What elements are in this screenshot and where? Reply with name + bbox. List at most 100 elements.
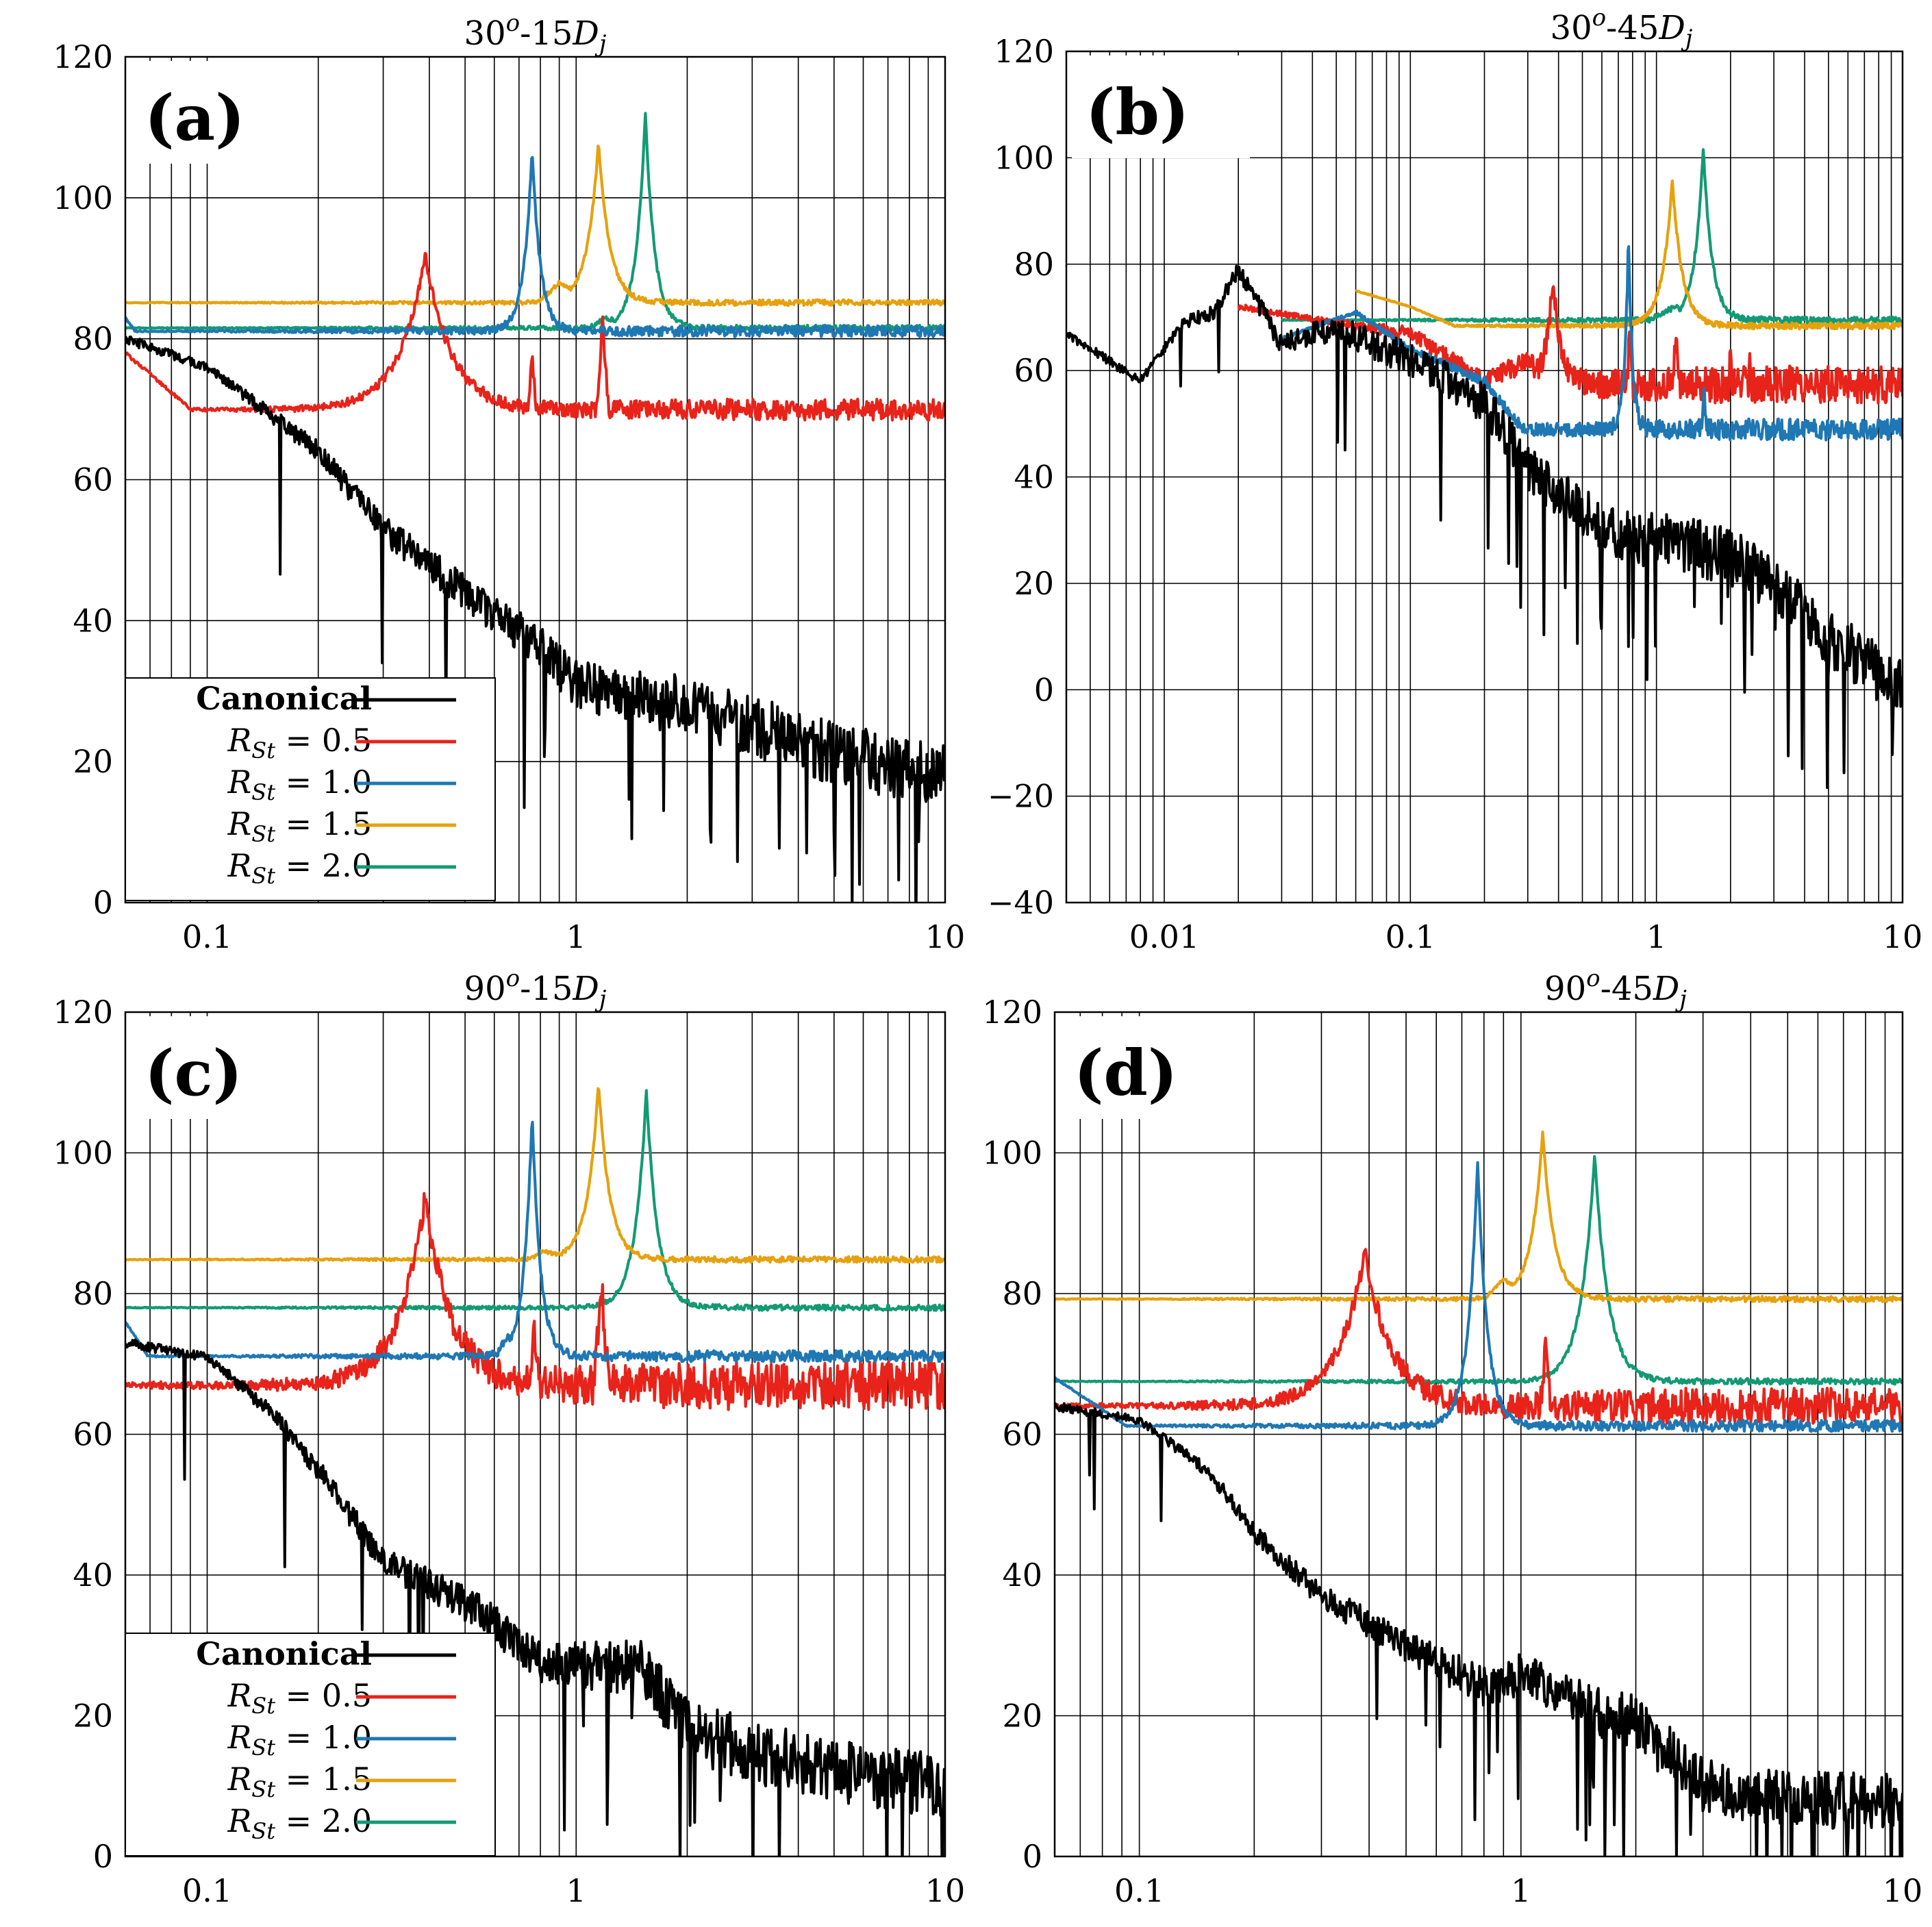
series-group xyxy=(125,1087,945,1856)
series-group xyxy=(1055,1130,1903,1856)
series-line-canonical xyxy=(125,336,945,903)
plot-frame xyxy=(124,1011,946,1858)
y-tick-label: 60 xyxy=(73,462,113,499)
series-group xyxy=(1066,148,1903,790)
y-tick-label: 80 xyxy=(73,1275,113,1312)
y-tick-label: 120 xyxy=(982,994,1042,1031)
grid xyxy=(1054,1011,1903,1857)
panel-label: (b) xyxy=(1086,75,1189,149)
panel-label: (d) xyxy=(1074,1036,1177,1110)
panel-label-bg xyxy=(131,61,309,164)
y-tick-label: 100 xyxy=(982,1135,1042,1172)
x-tick-label: 0.1 xyxy=(182,918,232,955)
y-tick-label: 100 xyxy=(53,179,113,216)
y-tick-label: 40 xyxy=(1002,1557,1042,1594)
chart-title: 30o-45Dj xyxy=(1551,4,1693,52)
series-line-canonical xyxy=(1066,264,1903,790)
panel-a: 0 20 40 60 80 100 120 0.1 1 10 30o-15Dj (a) Canonica… xyxy=(53,10,965,955)
series-line-r10 xyxy=(125,1120,945,1363)
y-tick-label: 120 xyxy=(53,38,113,75)
y-tick-label: 20 xyxy=(1014,565,1054,602)
legend-box xyxy=(125,677,496,901)
legend-label-r15: RSt = 1.5 xyxy=(227,1761,372,1802)
series-line-r10 xyxy=(1055,1161,1903,1433)
x-tick-label: 0.01 xyxy=(1129,918,1199,955)
y-tick-label: 40 xyxy=(73,1557,113,1594)
x-tick-label: 0.1 xyxy=(1385,918,1435,955)
panel-d: 0 20 40 60 80 100 120 0.1 1 10 90o-45Dj (d) xyxy=(982,965,1923,1909)
y-tick-label: 20 xyxy=(1002,1698,1042,1735)
legend-label-r20: RSt = 2.0 xyxy=(227,1802,372,1844)
legend-label-canonical: Canonical xyxy=(196,1635,372,1672)
series-line-canonical xyxy=(1055,1402,1903,1856)
y-tick-label: 100 xyxy=(53,1135,113,1172)
y-tick-label: −20 xyxy=(988,778,1054,815)
panel-label: (c) xyxy=(145,1036,242,1110)
panel-label: (a) xyxy=(145,81,245,155)
x-tick-label: 1 xyxy=(1511,1872,1531,1909)
panel-label-bg xyxy=(131,1016,309,1119)
legend-label-r05: RSt = 0.5 xyxy=(227,722,372,764)
series-line-r05 xyxy=(1055,1248,1903,1425)
y-tick-label: −40 xyxy=(988,884,1054,921)
y-tick-label: 100 xyxy=(994,139,1054,176)
plot-frame xyxy=(1053,1011,1904,1858)
series-line-r10 xyxy=(1280,245,1903,442)
x-tick-label: 10 xyxy=(1883,918,1923,955)
series-line-r20 xyxy=(1281,148,1903,325)
y-tick-label: 120 xyxy=(994,33,1054,70)
series-line-canonical xyxy=(125,1338,945,1856)
series-line-r15 xyxy=(125,144,945,307)
x-tick-label: 1 xyxy=(1646,918,1666,955)
chart-title: 90o-15Dj xyxy=(464,965,607,1013)
chart-title: 90o-45Dj xyxy=(1544,965,1687,1013)
series-line-r15 xyxy=(125,1087,945,1264)
series-line-r15 xyxy=(1355,179,1903,331)
series-group xyxy=(125,112,945,903)
x-tick-label: 10 xyxy=(925,1872,966,1909)
series-line-r05 xyxy=(125,1192,945,1411)
chart-title: 30o-15Dj xyxy=(464,10,607,58)
panel-label-bg xyxy=(1060,1016,1238,1119)
x-tick-label: 1 xyxy=(566,1872,586,1909)
legend-label-r05: RSt = 0.5 xyxy=(227,1677,372,1719)
y-tick-label: 80 xyxy=(1014,246,1054,283)
series-line-r10 xyxy=(125,155,945,338)
panel-b: −40 −20 0 20 40 60 80 100 120 0.01 0.1 1 10 30o-45Dj (… xyxy=(988,4,1922,955)
y-tick-label: 80 xyxy=(73,320,113,357)
y-tick-label: 60 xyxy=(73,1416,113,1453)
y-tick-label: 20 xyxy=(73,1698,113,1735)
y-tick-label: 20 xyxy=(73,743,113,780)
legend-label-r10: RSt = 1.0 xyxy=(227,1719,372,1761)
y-tick-label: 60 xyxy=(1014,352,1054,389)
y-tick-label: 40 xyxy=(1014,459,1054,496)
series-line-r20 xyxy=(1055,1155,1903,1386)
x-tick-label: 0.1 xyxy=(1114,1872,1164,1909)
series-line-r05 xyxy=(1238,285,1903,405)
y-tick-label: 0 xyxy=(1034,671,1054,708)
legend-label-canonical: Canonical xyxy=(196,680,372,717)
y-tick-label: 40 xyxy=(73,602,113,639)
x-tick-label: 0.1 xyxy=(182,1872,232,1909)
x-tick-label: 10 xyxy=(925,918,966,955)
x-tick-label: 10 xyxy=(1883,1872,1923,1909)
legend-label-r20: RSt = 2.0 xyxy=(227,847,372,889)
y-tick-label: 80 xyxy=(1002,1275,1042,1312)
legend-box xyxy=(125,1633,496,1856)
plot-frame xyxy=(124,55,946,904)
legend-label-r10: RSt = 1.0 xyxy=(227,764,372,805)
y-tick-label: 60 xyxy=(1002,1416,1042,1453)
panel-c: 0 20 40 60 80 100 120 0.1 1 10 90o-15Dj (c) Canonica… xyxy=(53,965,965,1909)
y-tick-label: 0 xyxy=(93,1838,113,1875)
y-tick-label: 0 xyxy=(1023,1838,1042,1875)
grid xyxy=(1066,51,1903,903)
panel-label-bg xyxy=(1072,55,1250,158)
plot-frame xyxy=(1065,50,1904,904)
y-tick-label: 0 xyxy=(93,884,113,921)
y-tick-label: 120 xyxy=(53,994,113,1031)
x-tick-label: 1 xyxy=(566,918,586,955)
series-line-r20 xyxy=(125,1089,945,1312)
